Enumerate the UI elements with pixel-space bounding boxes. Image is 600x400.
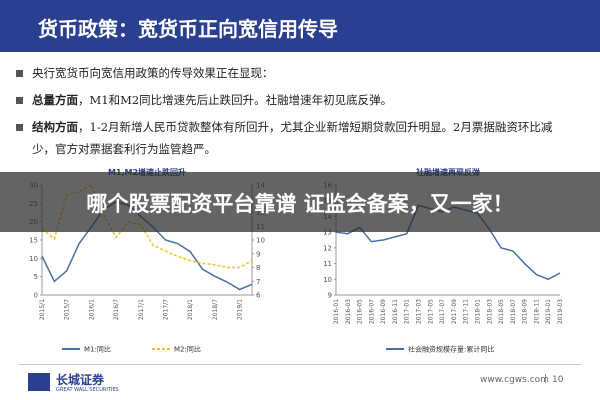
x-tick-label: 2017-11 [463, 299, 470, 324]
y2-tick-label: 6 [256, 292, 261, 300]
y-tick-label: 10 [323, 276, 332, 284]
company-name: 长城证券 [56, 373, 105, 387]
overlay-banner: 哪个股票配资平台靠谱 证监会备案，又一家！ [0, 172, 600, 232]
bullet-text: ，M1和M2同比增速先后止跌回升。社融增速年初见底反弹。 [78, 93, 393, 107]
x-tick-label: 2018-09 [522, 299, 529, 324]
bullet: 央行宽货币向宽信用政策的传导效果正在显现： [16, 62, 572, 84]
x-tick-label: 2017-07 [439, 299, 446, 324]
header-bar: 货币政策：宽货币正向宽信用传导 [0, 0, 600, 52]
legend-label: M1:同比 [84, 345, 111, 354]
x-tick-label: 2018/7 [212, 299, 219, 320]
x-tick-label: 2018-05 [498, 299, 505, 324]
x-tick-label: 2019-01 [545, 299, 552, 324]
y-tick-label: 11 [323, 260, 332, 268]
x-tick-label: 2016-05 [357, 299, 364, 324]
y2-tick-label: 7 [256, 278, 260, 286]
page-number: 10 [552, 375, 564, 385]
logo [28, 373, 50, 391]
x-tick-label: 2017-09 [451, 299, 458, 324]
x-tick-label: 2016-03 [345, 299, 352, 324]
x-tick-label: 2018-03 [486, 299, 493, 324]
x-tick-label: 2016/7 [113, 299, 120, 320]
bullet: 结构方面，1-2月新增人民币贷款整体有所回升，尤其企业新增短期贷款回升明显。2月… [16, 116, 572, 160]
x-tick-label: 2016-11 [392, 299, 399, 324]
legend-label: M2:同比 [174, 345, 201, 354]
x-tick-label: 2017-01 [404, 299, 411, 324]
x-tick-label: 2016-07 [368, 299, 375, 324]
company-name-en: GREAT WALL SECURITIES [56, 387, 119, 393]
header-title: 货币政策：宽货币正向宽信用传导 [38, 17, 338, 41]
y2-tick-label: 9 [256, 250, 260, 258]
x-tick-label: 2018-11 [533, 299, 540, 324]
x-tick-label: 2017/7 [163, 299, 170, 320]
x-tick-label: 2017/1 [138, 299, 145, 320]
separator: | [544, 374, 548, 384]
x-tick-label: 2017-05 [427, 299, 434, 324]
y-tick-label: 13 [323, 229, 332, 237]
y-tick-label: 9 [328, 292, 332, 300]
y-tick-label: 5 [34, 273, 38, 281]
x-tick-label: 2016-01 [333, 299, 340, 324]
bullet-bold: 结构方面 [32, 120, 78, 134]
legend-label: 社会融资规模存量:累计同比 [408, 345, 494, 354]
x-tick-label: 2015/1 [39, 299, 46, 320]
y2-tick-label: 8 [256, 264, 260, 272]
x-tick-label: 2015/7 [64, 299, 71, 320]
x-tick-label: 2017-03 [416, 299, 423, 324]
website: www.cgws.com [480, 375, 549, 385]
bullet-text: 央行宽货币向宽信用政策的传导效果正在显现： [32, 66, 274, 80]
y-tick-label: 0 [34, 292, 38, 300]
banner-text: 哪个股票配资平台靠谱 证监会备案，又一家！ [86, 192, 514, 216]
bullet-text: ，1-2月新增人民币贷款整体有所回升，尤其企业新增短期贷款回升明显。2月票据融资… [32, 120, 553, 156]
bullet: 总量方面，M1和M2同比增速先后止跌回升。社融增速年初见底反弹。 [16, 89, 572, 111]
x-tick-label: 2018-07 [510, 299, 517, 324]
x-tick-label: 2016-09 [380, 299, 387, 324]
y-tick-label: 10 [29, 255, 38, 263]
y-tick-label: 15 [29, 237, 38, 245]
x-tick-label: 2016/1 [88, 299, 95, 320]
x-tick-label: 2019-03 [557, 299, 564, 324]
y-tick-label: 12 [323, 244, 332, 252]
y2-tick-label: 10 [256, 237, 265, 245]
bullet-bold: 总量方面 [32, 93, 78, 107]
x-tick-label: 2019/1 [237, 299, 244, 320]
footer-line [18, 364, 582, 365]
x-tick-label: 2018/1 [187, 299, 194, 320]
x-tick-label: 2018-01 [474, 299, 481, 324]
